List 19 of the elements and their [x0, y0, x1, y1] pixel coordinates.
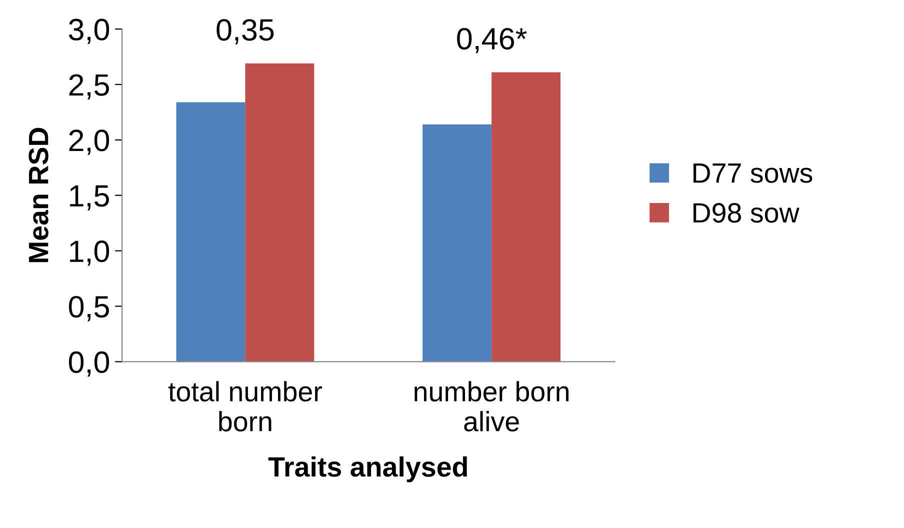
- bar: [422, 124, 492, 362]
- bar: [245, 63, 314, 362]
- y-tick-label: 0,0: [68, 351, 110, 377]
- y-tick-label: 3,0: [68, 18, 110, 44]
- y-tick-label: 0,5: [68, 296, 109, 322]
- y-axis-title: Mean RSD: [28, 128, 48, 262]
- annotation: 0,46*: [457, 28, 527, 54]
- bar: [176, 102, 246, 362]
- x-axis-title: Traits analysed: [268, 456, 467, 482]
- y-tick-label: 1,5: [70, 185, 109, 210]
- y-tick-label: 1,0: [70, 240, 110, 266]
- bar: [492, 72, 561, 362]
- x-tick-label: total number born: [168, 381, 322, 432]
- y-tick-label: 2,5: [69, 74, 109, 100]
- annotation: 0,35: [216, 19, 274, 44]
- legend-label: D98 sow: [694, 203, 800, 223]
- x-tick-label: number born alive: [414, 381, 569, 432]
- legend-label: D77 sows: [694, 164, 812, 183]
- y-tick-label: 2,0: [69, 130, 110, 155]
